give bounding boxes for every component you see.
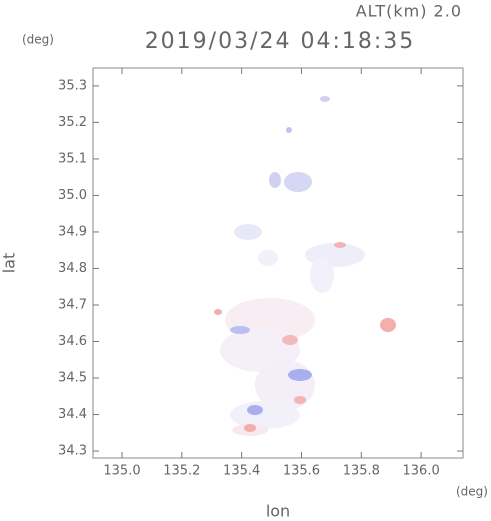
y-tick-label: 34.6 <box>58 334 87 349</box>
x-axis-label: lon <box>266 502 290 521</box>
y-tick-label: 34.8 <box>58 261 87 276</box>
y-unit: (deg) <box>22 33 54 47</box>
y-tick-label: 35.0 <box>58 188 87 203</box>
x-tick-label: 135.8 <box>343 464 380 479</box>
y-tick-label: 34.4 <box>58 407 87 422</box>
plot-frame <box>92 67 464 459</box>
echo-field <box>214 96 396 436</box>
x-tick-label: 135.6 <box>283 464 320 479</box>
y-axis-label: lat <box>0 253 19 274</box>
y-tick-label: 35.3 <box>58 78 87 93</box>
x-unit: (deg) <box>456 485 488 499</box>
y-tick-label: 34.9 <box>58 224 87 239</box>
x-tick-label: 136.0 <box>403 464 440 479</box>
chart-title: 2019/03/24 04:18:35 <box>145 29 416 54</box>
x-tick-label: 135.4 <box>223 464 260 479</box>
y-tick-label: 34.7 <box>58 297 87 312</box>
y-tick-label: 35.1 <box>58 151 87 166</box>
x-tick-label: 135.2 <box>163 464 200 479</box>
annotation: ALT(km) 2.0 <box>356 2 462 21</box>
y-tick-label: 35.2 <box>58 115 87 130</box>
x-tick-label: 135.0 <box>103 464 140 479</box>
y-tick-label: 34.3 <box>58 444 87 459</box>
y-tick-label: 34.5 <box>58 371 87 386</box>
